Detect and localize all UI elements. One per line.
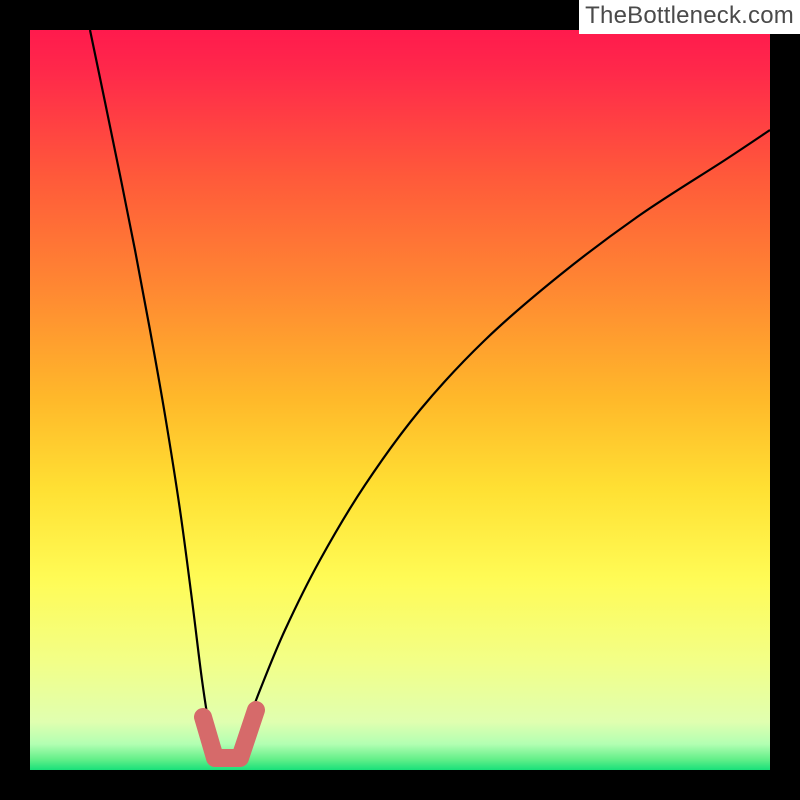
watermark-label: TheBottleneck.com [579,0,800,34]
chart-frame: TheBottleneck.com [0,0,800,800]
plot-background [30,30,770,770]
bottleneck-curve-chart [0,0,800,800]
